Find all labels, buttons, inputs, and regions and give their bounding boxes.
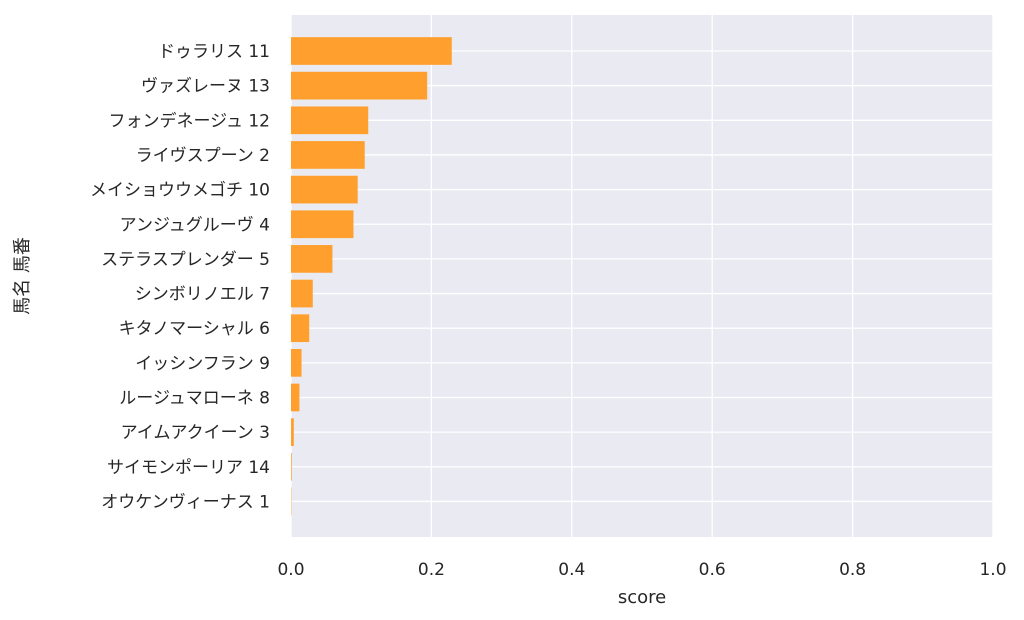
y-tick-label: メイショウウメゴチ 10 bbox=[90, 180, 270, 201]
y-tick-label: ライヴスプーン 2 bbox=[136, 146, 270, 166]
y-tick-labels: ドゥラリス 11 ヴァズレーヌ 13 フォンデネージュ 12 ライヴスプーン 2 メイシ… bbox=[90, 42, 270, 512]
bar bbox=[291, 418, 294, 446]
y-tick-label: ステラスプレンダー 5 bbox=[101, 250, 270, 270]
y-tick-label: アイムアクイーン 3 bbox=[121, 423, 270, 443]
plot-background bbox=[291, 15, 993, 537]
x-tick-label: 0.2 bbox=[418, 560, 445, 580]
y-tick-label: ルージュマローネ 8 bbox=[119, 389, 270, 409]
grid-lines bbox=[290, 15, 994, 537]
y-tick-label: アンジュグルーヴ 4 bbox=[120, 215, 270, 235]
bar bbox=[291, 71, 428, 100]
bar bbox=[291, 452, 292, 481]
bars bbox=[291, 37, 452, 516]
x-tick-label: 0.6 bbox=[699, 560, 726, 580]
x-tick-label: 0.0 bbox=[277, 560, 304, 580]
x-tick-label: 1.0 bbox=[979, 560, 1006, 580]
bar bbox=[291, 141, 365, 169]
y-tick-label: ヴァズレーヌ 13 bbox=[141, 77, 270, 97]
bar bbox=[291, 349, 302, 377]
bar bbox=[291, 245, 333, 273]
y-axis-title: 馬名 馬番 bbox=[12, 237, 33, 315]
y-tick-label: イッシンフラン 9 bbox=[135, 354, 270, 374]
bar bbox=[291, 210, 354, 239]
bar bbox=[291, 279, 313, 308]
y-tick-label: サイモンポーリア 14 bbox=[107, 458, 270, 478]
x-tick-labels: 0.0 0.2 0.4 0.6 0.8 1.0 bbox=[277, 560, 1006, 580]
bar bbox=[291, 106, 369, 135]
y-tick-label: キタノマーシャル 6 bbox=[119, 319, 270, 339]
bar bbox=[291, 383, 300, 412]
x-axis-title: score bbox=[618, 587, 666, 608]
x-tick-label: 0.8 bbox=[839, 560, 866, 580]
y-tick-label: ドゥラリス 11 bbox=[158, 42, 270, 62]
y-tick-label: オウケンヴィーナス 1 bbox=[101, 492, 270, 512]
bar bbox=[291, 37, 452, 65]
bar bbox=[291, 314, 310, 343]
bar bbox=[291, 175, 358, 204]
y-tick-label: フォンデネージュ 12 bbox=[108, 110, 270, 131]
y-tick-label: シンボリノエル 7 bbox=[135, 285, 270, 305]
x-tick-label: 0.4 bbox=[558, 560, 585, 580]
